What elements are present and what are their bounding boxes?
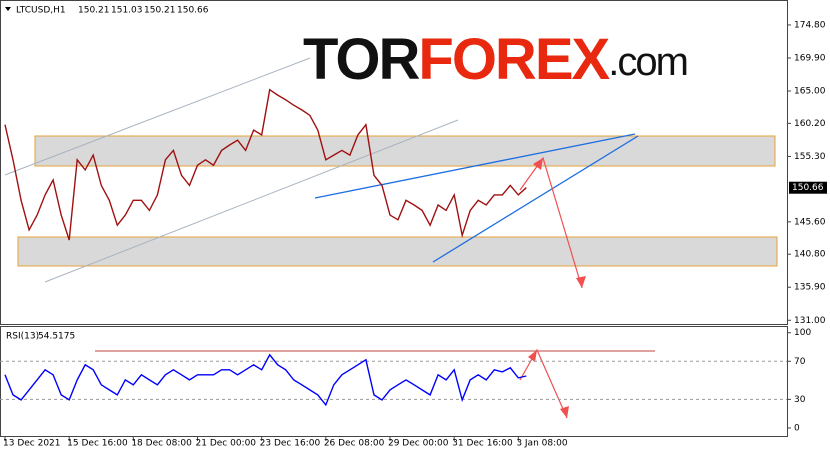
rsi-value: 54.5175	[38, 332, 75, 342]
ohlc-value: 151.03	[111, 6, 143, 16]
last-price-label: 150.66	[792, 183, 824, 193]
last-price-box	[789, 181, 827, 194]
support-zone	[17, 236, 778, 267]
price-frame	[0, 0, 788, 325]
y-tick-label: 145.60	[794, 217, 826, 227]
ohlc-value: 150.66	[177, 6, 209, 16]
watermark-part: FOREX	[418, 27, 610, 92]
x-tick-label: 26 Dec 08:00	[324, 439, 385, 449]
arrow-head	[560, 406, 569, 418]
channel-line	[44, 119, 459, 283]
y-tick-label: 0	[794, 423, 800, 433]
ohlc-value: 150.21	[144, 6, 176, 16]
ohlc-value: 150.21	[78, 6, 110, 16]
series-line	[4, 353, 527, 407]
symbol: LTCUSD,H1	[16, 6, 66, 16]
y-tick-label: 30	[794, 395, 806, 405]
y-tick-label: 100	[794, 328, 811, 338]
ohlc: 150.21 151.03 150.21 150.66	[78, 6, 209, 16]
y-tick-label: 140.80	[794, 250, 826, 260]
x-tick-label: 18 Dec 08:00	[131, 439, 192, 449]
y-tick-label: 70	[794, 357, 806, 367]
trend-line	[432, 135, 639, 263]
x-tick-label: 21 Dec 00:00	[196, 439, 257, 449]
channel-line	[4, 57, 311, 176]
x-tick-label: 15 Dec 16:00	[67, 439, 128, 449]
arrow-head	[576, 276, 586, 288]
watermark-part: .com	[608, 40, 687, 84]
rsi-title: RSI(13)	[6, 332, 39, 342]
y-tick-label: 165.00	[794, 87, 826, 97]
watermark-part: TOR	[303, 27, 419, 92]
series-line	[4, 88, 527, 241]
watermark: TORFOREX.com	[303, 27, 687, 92]
header-icon	[5, 7, 11, 11]
y-tick-label: 131.00	[794, 316, 826, 326]
trend-line	[314, 133, 636, 199]
rsi-frame	[0, 326, 788, 437]
arrow-head	[528, 350, 537, 362]
x-tick-label: 13 Dec 2021	[3, 439, 61, 449]
x-tick-label: 31 Dec 16:00	[452, 439, 513, 449]
x-tick-label: 3 Jan 08:00	[516, 439, 568, 449]
x-tick-label: 29 Dec 00:00	[388, 439, 449, 449]
y-tick-label: 160.20	[794, 119, 826, 129]
y-tick-label: 155.30	[794, 152, 826, 162]
y-tick-label: 174.80	[794, 20, 826, 30]
x-tick-label: 23 Dec 16:00	[260, 439, 321, 449]
arrow-head	[533, 158, 543, 170]
y-tick-label: 135.90	[794, 283, 826, 293]
y-tick-label: 169.90	[794, 53, 826, 63]
